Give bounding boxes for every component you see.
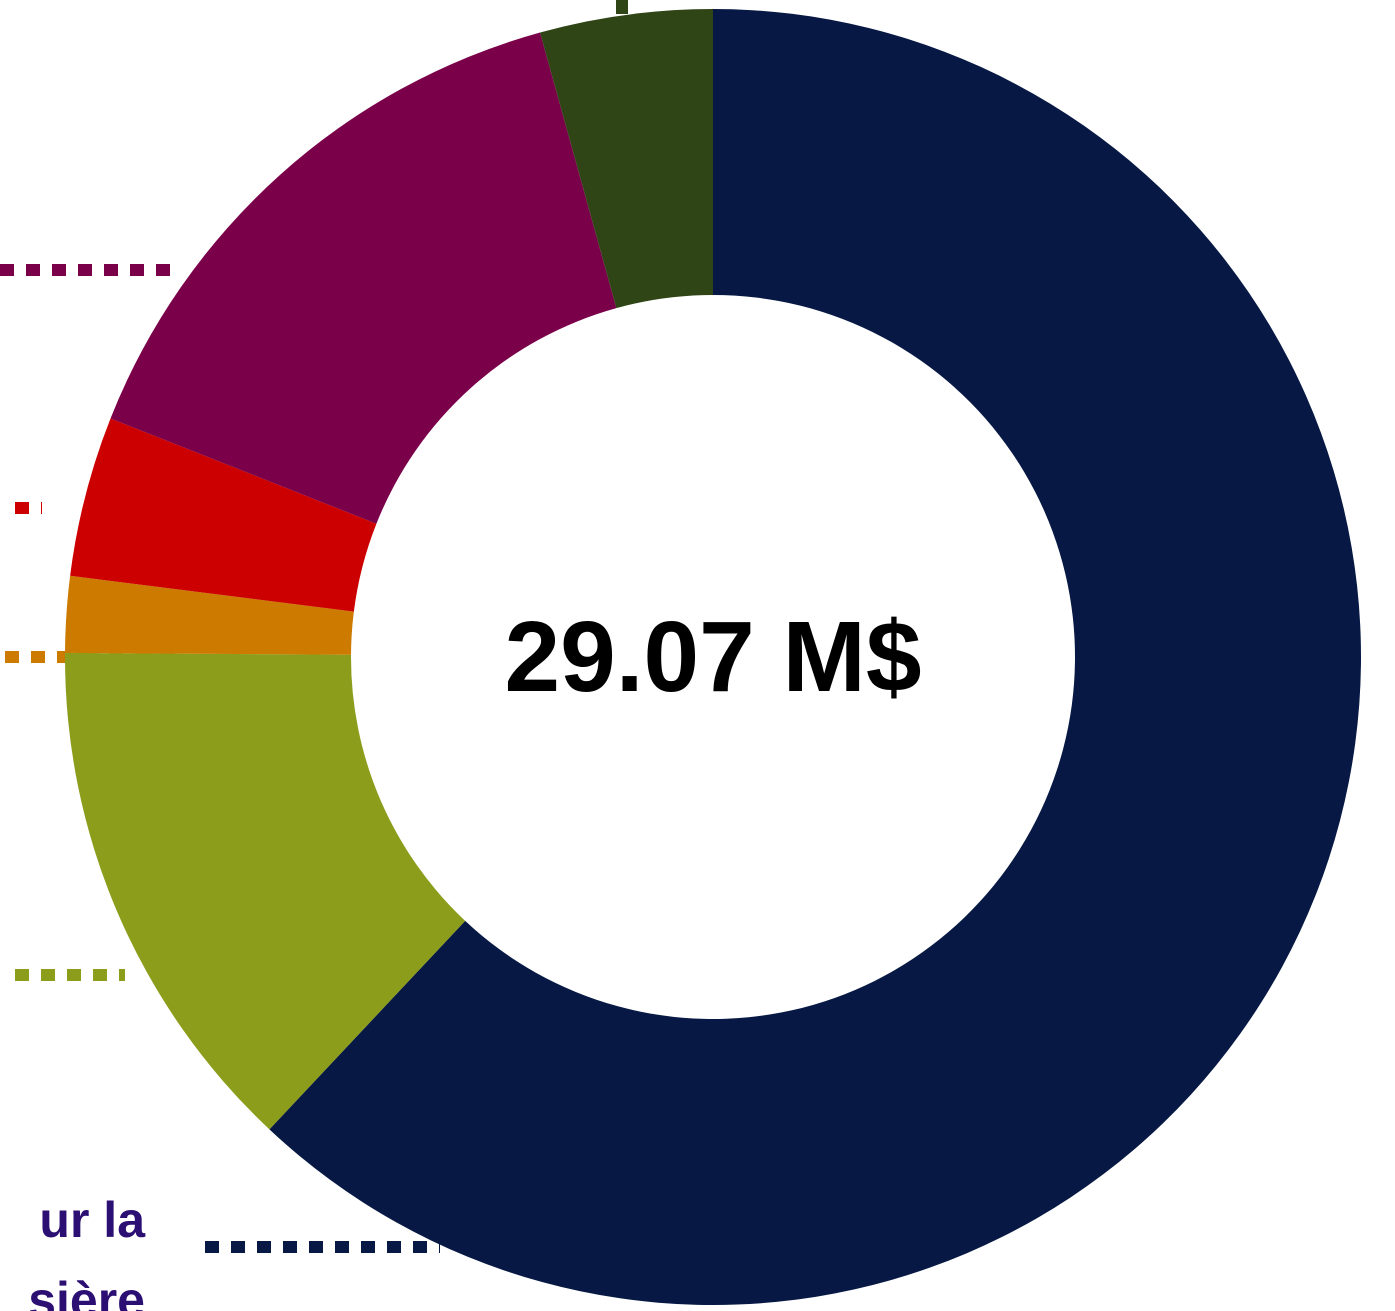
slice-label: sière: [28, 1272, 145, 1311]
center-label: 29.07 M$: [505, 601, 922, 713]
slice: [65, 652, 466, 1130]
slice: [65, 575, 354, 655]
slice: [70, 418, 377, 612]
slice: [269, 9, 1361, 1305]
slice: [110, 32, 617, 524]
slices: [65, 9, 1361, 1305]
slice: [540, 9, 713, 309]
slice-label: ur la: [39, 1192, 146, 1248]
